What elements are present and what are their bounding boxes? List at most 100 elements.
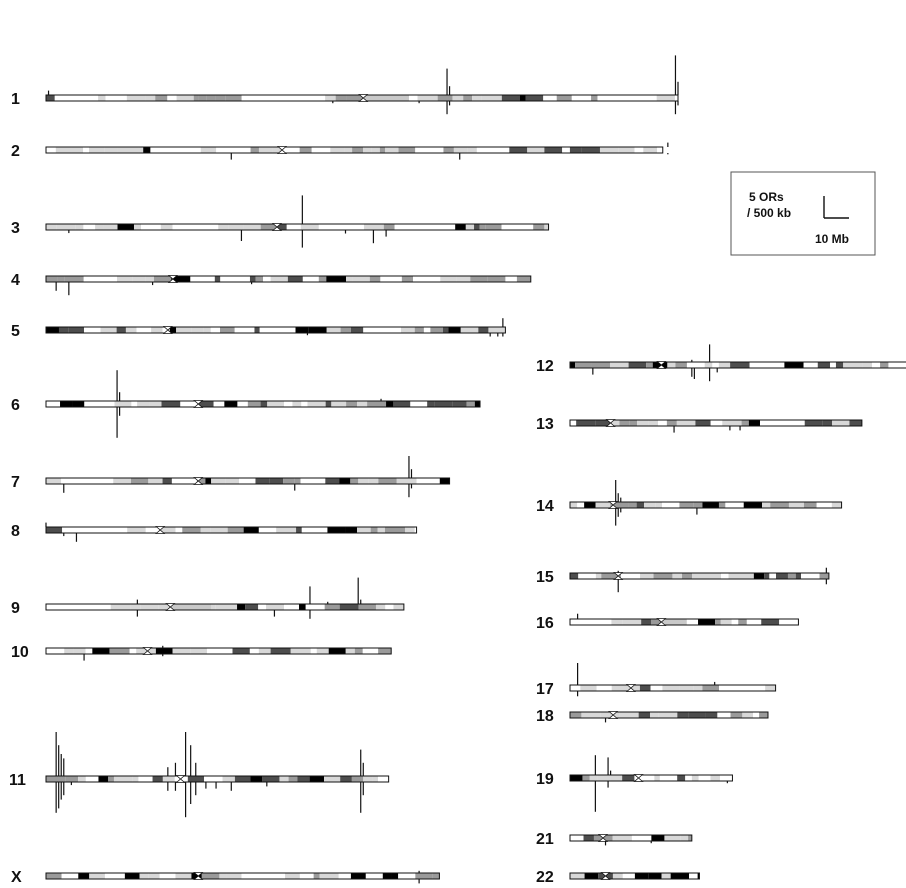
chromosome-band bbox=[319, 276, 327, 282]
chromosome-band bbox=[570, 873, 585, 879]
chromosome-band bbox=[363, 648, 378, 654]
chromosome-band bbox=[364, 224, 384, 230]
chromosome-band bbox=[438, 95, 453, 101]
chromosome-band bbox=[578, 573, 588, 579]
chromosome-label: 1 bbox=[11, 91, 20, 108]
chromosome-band bbox=[228, 527, 244, 533]
chromosome-band bbox=[297, 95, 307, 101]
chromosome-band bbox=[46, 873, 62, 879]
chromosome-band bbox=[380, 276, 386, 282]
chromosome-band bbox=[721, 619, 732, 625]
chromosome-band bbox=[325, 478, 339, 484]
chromosome-band bbox=[346, 401, 357, 407]
chromosome-band bbox=[296, 527, 302, 533]
chromosome-2: 2 bbox=[11, 143, 668, 160]
chromosome-band bbox=[150, 401, 162, 407]
chromosome-band bbox=[61, 478, 77, 484]
chromosome-band bbox=[285, 873, 300, 879]
chromosome-label: 11 bbox=[9, 772, 26, 789]
chromosome-band bbox=[103, 224, 117, 230]
chromosome-label: 12 bbox=[536, 358, 554, 375]
chromosome-band bbox=[89, 873, 105, 879]
chromosome-band bbox=[393, 401, 410, 407]
chromosome-label: 14 bbox=[536, 498, 554, 515]
chromosome-band bbox=[694, 502, 703, 508]
chromosome-band bbox=[78, 873, 89, 879]
chromosome-band bbox=[395, 224, 410, 230]
chromosome-band bbox=[732, 619, 739, 625]
chromosome-band bbox=[148, 478, 162, 484]
chromosome-band bbox=[375, 327, 389, 333]
chromosome-band bbox=[705, 712, 717, 718]
chromosome-band bbox=[582, 775, 589, 781]
chromosome-band bbox=[162, 401, 181, 407]
chromosome-band bbox=[216, 147, 225, 153]
chromosome-band bbox=[163, 478, 172, 484]
chromosome-band bbox=[141, 224, 161, 230]
chromosome-band bbox=[719, 502, 725, 508]
chromosome-band bbox=[679, 502, 693, 508]
chromosome-band bbox=[742, 420, 749, 426]
chromosome-band bbox=[543, 95, 556, 101]
chromosome-band bbox=[363, 776, 372, 782]
chromosome-band bbox=[302, 527, 313, 533]
chromosome-band bbox=[590, 775, 597, 781]
chromosome-band bbox=[702, 685, 719, 691]
chromosome-band bbox=[207, 648, 227, 654]
chromosome-band bbox=[440, 478, 450, 484]
chromosome-band bbox=[622, 775, 634, 781]
chromosome-band bbox=[251, 147, 259, 153]
chromosome-band bbox=[637, 420, 648, 426]
chromosome-band bbox=[717, 712, 730, 718]
chromosome-band bbox=[64, 276, 84, 282]
chromosome-band bbox=[161, 224, 173, 230]
chromosome-band bbox=[190, 147, 201, 153]
chromosome-band bbox=[639, 712, 650, 718]
chromosome-band bbox=[623, 873, 635, 879]
chromosome-band bbox=[199, 95, 207, 101]
chromosome-band bbox=[467, 147, 477, 153]
chromosome-band bbox=[202, 276, 215, 282]
chromosome-band bbox=[226, 648, 232, 654]
chromosome-band bbox=[544, 224, 548, 230]
chromosome-band bbox=[308, 327, 326, 333]
chromosome-band bbox=[261, 873, 270, 879]
chromosome-band bbox=[681, 835, 688, 841]
chromosome-band bbox=[712, 362, 719, 368]
chromosome-band bbox=[443, 147, 453, 153]
chromosome-band bbox=[215, 604, 231, 610]
chromosome-band bbox=[101, 276, 117, 282]
chromosome-band bbox=[397, 478, 417, 484]
chromosome-band bbox=[85, 604, 101, 610]
chromosome-band bbox=[818, 362, 830, 368]
chromosome-label: X bbox=[11, 869, 22, 886]
chromosome-band bbox=[611, 619, 622, 625]
chromosome-band bbox=[167, 95, 176, 101]
chromosome-band bbox=[163, 776, 175, 782]
chromosome-band bbox=[155, 95, 167, 101]
chromosome-band bbox=[728, 573, 739, 579]
chromosome-band bbox=[675, 362, 687, 368]
chromosome-band bbox=[654, 573, 673, 579]
chromosome-band bbox=[46, 95, 55, 101]
chromosome-band bbox=[585, 873, 599, 879]
heterochromatin-block bbox=[661, 619, 686, 625]
legend-line-2: / 500 kb bbox=[747, 206, 791, 220]
chromosome-label: 9 bbox=[11, 600, 20, 617]
chromosome-band bbox=[191, 648, 207, 654]
chromosome-band bbox=[68, 327, 84, 333]
chromosome-band bbox=[849, 420, 861, 426]
chromosome-15: 15 bbox=[536, 568, 829, 592]
chromosome-band bbox=[72, 401, 84, 407]
chromosome-band bbox=[250, 276, 256, 282]
chromosome-band bbox=[570, 775, 582, 781]
chromosome-band bbox=[685, 775, 692, 781]
chromosome-band bbox=[218, 224, 228, 230]
chromosome-band bbox=[85, 478, 105, 484]
chromosome-21: 21 bbox=[536, 831, 692, 848]
chromosome-band bbox=[355, 648, 363, 654]
chromosome-band bbox=[572, 95, 579, 101]
chromosome-band bbox=[764, 573, 769, 579]
chromosome-band bbox=[46, 648, 64, 654]
chromosome-band bbox=[804, 362, 818, 368]
